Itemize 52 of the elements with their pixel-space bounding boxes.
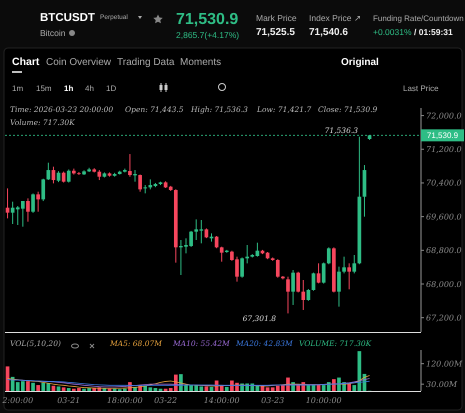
text: 1m [12, 84, 24, 93]
text: 4h [85, 84, 94, 93]
ref-line-label: 71,530.9 [426, 131, 459, 140]
text: 71,530.9 [176, 11, 238, 28]
text: Moments [180, 57, 222, 68]
text: Mark Price [256, 13, 297, 23]
candlestick [133, 170, 137, 182]
chart-subtitle: Bitcoin [40, 28, 66, 38]
bar [224, 386, 229, 391]
y-tick-label: 70,400.0 [426, 178, 462, 188]
text: 2,865.7(+4.17%) [176, 30, 240, 40]
text: 71,525.5 [256, 27, 296, 38]
x-tick-label: 10:00:00 [306, 396, 342, 405]
candlestick [210, 232, 214, 242]
x-tick-label: 03-21 [57, 396, 80, 405]
x-tick-label: 03-23 [261, 396, 284, 405]
y-tick-label: 30.00M [426, 380, 458, 389]
y-tick-label: 68,000.0 [426, 280, 462, 289]
x-tick-label: 14:00:00 [204, 396, 240, 405]
text: Chart [12, 56, 40, 68]
text: Last Price [403, 84, 440, 93]
bar [56, 386, 60, 391]
bar [52, 386, 56, 391]
bar [204, 386, 208, 391]
y-tick-label: 68,800.0 [426, 246, 462, 256]
text: 1D [106, 84, 116, 93]
y-tick-label: 71,200.0 [426, 145, 462, 154]
y-tick-label: 72,000.0 [426, 111, 462, 120]
chart-title: BTCUSDT [40, 12, 95, 24]
bar [62, 387, 66, 391]
text: Trading Data [117, 57, 175, 68]
bar [210, 386, 214, 391]
text: 71,540.6 [309, 27, 348, 38]
y-tick-label: 67,200.0 [426, 313, 462, 322]
bar [6, 366, 10, 391]
text: Index Price ↗ [309, 13, 362, 23]
bar [31, 382, 35, 391]
x-tick-label: 2:00:00 [1, 396, 34, 405]
text: Funding Rate/Countdown [373, 14, 464, 23]
y-tick-label: 69,600.0 [426, 212, 462, 222]
x-tick-label: 18:00:00 [106, 396, 143, 405]
text: 1h [64, 84, 74, 93]
text: 15m [36, 84, 52, 93]
bar [66, 388, 71, 391]
bar [36, 385, 40, 391]
text: Original [341, 57, 380, 68]
text: Coin Overview [46, 57, 112, 68]
bar [26, 381, 30, 391]
y-tick-label: 120.00M [426, 359, 463, 368]
x-tick-label: 03-22 [154, 396, 178, 405]
text: / 01:59:31 [414, 27, 454, 37]
text: +0.0031% [373, 27, 412, 37]
